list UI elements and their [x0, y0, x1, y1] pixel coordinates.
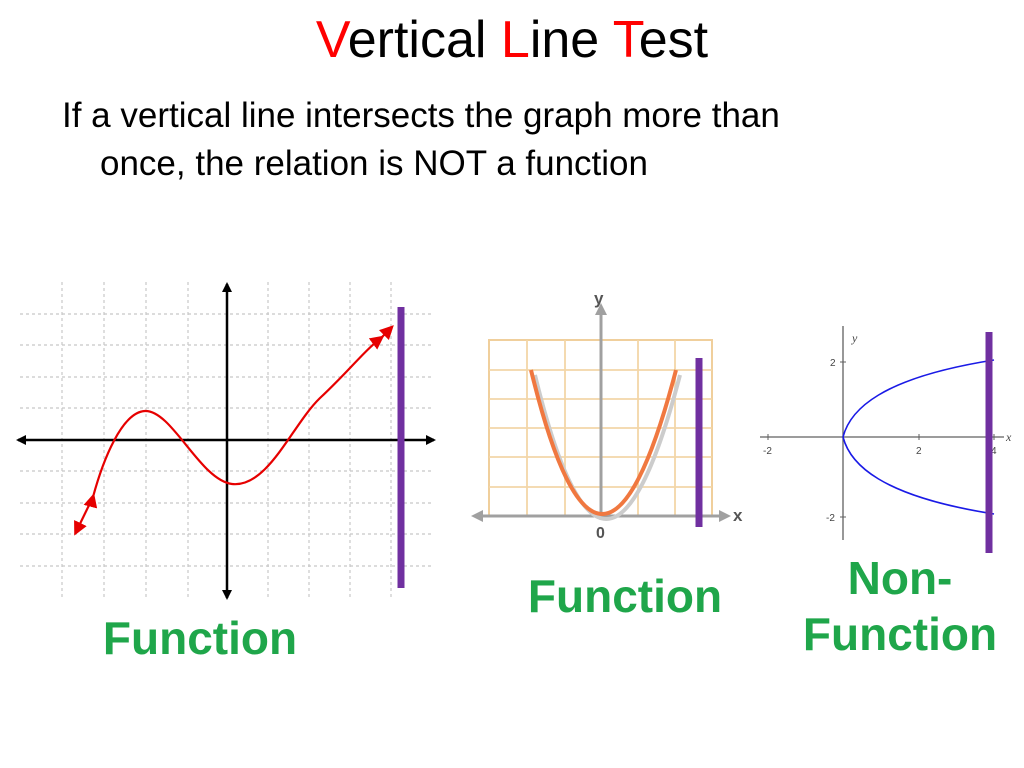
caption-right-line-2: Function — [802, 608, 998, 660]
title-text-part: ertical — [347, 11, 501, 69]
graph-3-y-label: y — [851, 331, 858, 345]
caption-right-line-1: Non- — [847, 552, 953, 604]
graph-2-y-label: y — [594, 289, 604, 308]
title-initial-letter: L — [500, 11, 530, 69]
graph-3: y x 2 -2 -2 2 4 — [760, 326, 1012, 553]
graph-3-x-tick-neg2: -2 — [763, 446, 772, 457]
graph-1 — [16, 282, 436, 600]
caption-left: Function — [102, 612, 298, 664]
graph-3-ticks — [767, 361, 995, 518]
title-initial-letter: V — [315, 11, 348, 69]
caption-right: Non- Function — [780, 550, 1020, 662]
subtitle-line-2: once, the relation is NOT a function — [100, 144, 648, 183]
page-title: Vertical Line Test — [0, 8, 1024, 72]
graph-1-curve-start-tip — [74, 496, 94, 536]
title-text-part: est — [638, 11, 709, 69]
title-initial-letter: T — [612, 11, 639, 69]
graph-2-origin-label: 0 — [596, 525, 605, 542]
graph-1-curve — [83, 335, 385, 509]
subtitle-line-1: If a vertical line intersects the graph … — [62, 96, 780, 135]
graph-1-curve-end-tip — [378, 325, 394, 341]
graph-2: y x 0 — [471, 289, 743, 542]
graph-3-x-tick-4: 4 — [991, 446, 997, 457]
graph-2-x-label: x — [733, 506, 743, 525]
graph-3-upper-branch — [842, 359, 995, 438]
graph-3-x-label: x — [1005, 430, 1012, 444]
graph-3-y-tick-neg2: -2 — [826, 513, 835, 524]
subtitle: If a vertical line intersects the graph … — [62, 92, 962, 188]
title-text-part: ine — [529, 11, 613, 69]
graph-3-lower-branch — [842, 436, 995, 515]
graph-2-parabola — [529, 369, 678, 516]
graph-3-y-tick-2: 2 — [830, 358, 836, 369]
caption-middle: Function — [527, 570, 723, 622]
graph-3-x-tick-2: 2 — [916, 446, 922, 457]
graph-2-parabola-shadow — [533, 374, 682, 521]
